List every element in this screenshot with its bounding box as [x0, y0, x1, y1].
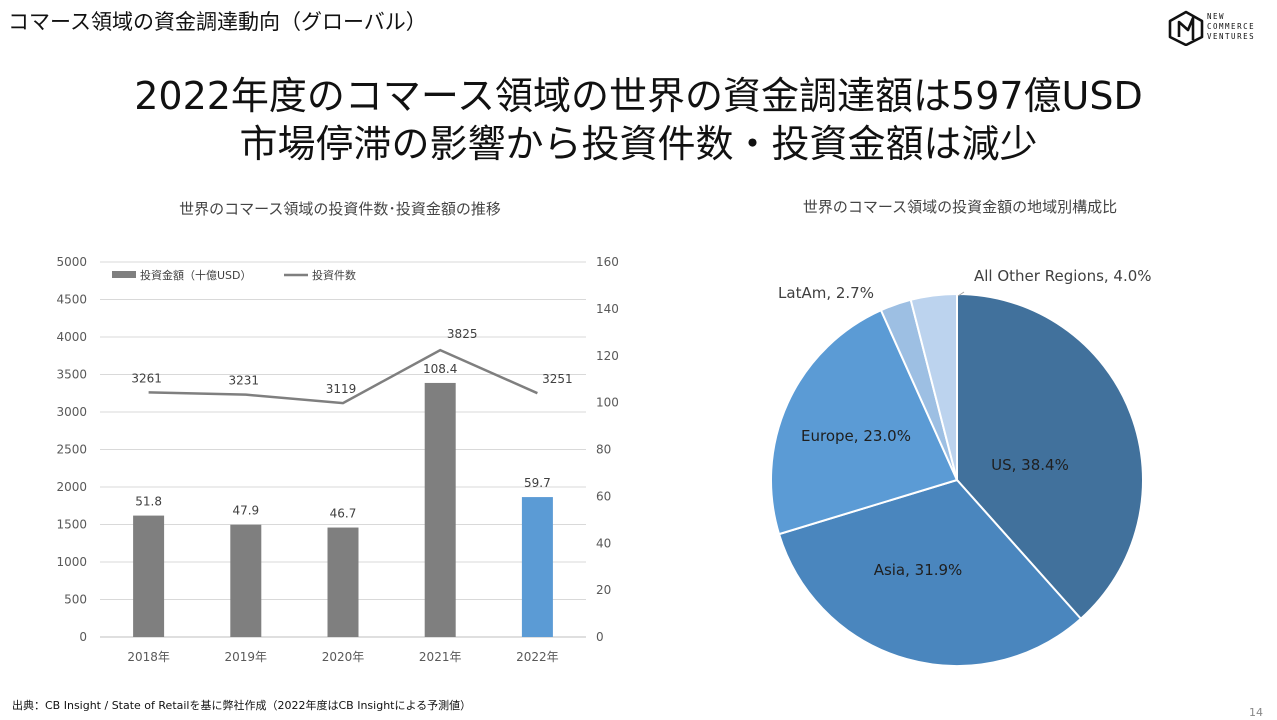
bar-data-label: 51.8: [135, 495, 162, 509]
left-axis-tick-label: 3500: [56, 368, 87, 382]
section-title: コマース領域の資金調達動向（グローバル）: [8, 10, 427, 34]
right-axis-tick-label: 100: [596, 396, 619, 410]
bar: [133, 515, 165, 637]
bar: [230, 524, 262, 637]
logo-text-line: NEW: [1207, 12, 1226, 21]
left-axis-tick-label: 2000: [56, 480, 87, 494]
headline: 2022年度のコマース領域の世界の資金調達額は597億USD 市場停滞の影響から…: [0, 72, 1277, 168]
x-axis-tick-label: 2021年: [419, 650, 462, 664]
right-axis-tick-label: 0: [596, 630, 604, 644]
pie-chart-title: 世界のコマース領域の投資金額の地域別構成比: [802, 198, 1118, 216]
pie-slice: [770, 308, 959, 536]
right-axis-tick-label: 40: [596, 536, 611, 550]
pie-slice: [777, 478, 1083, 667]
page-number: 14: [1249, 706, 1263, 719]
logo-text-line: COMMERCE: [1207, 22, 1256, 31]
bar-data-label: 46.7: [330, 507, 357, 521]
line-data-label: 3825: [447, 327, 478, 341]
bar-data-label: 108.4: [423, 362, 457, 376]
line-data-label: 3119: [326, 382, 357, 396]
bar: [327, 527, 359, 637]
headline-line-2: 市場停滞の影響から投資件数・投資金額は減少: [239, 122, 1038, 166]
source-footnote: 出典：CB Insight / State of Retailを基に弊社作成（2…: [12, 699, 472, 712]
pie-slice-label: LatAm, 2.7%: [778, 284, 874, 302]
left-axis-tick-label: 4000: [56, 330, 87, 344]
pie-chart: US, 38.4% Asia, 31.9% Europe, 23.0% LatAm, …: [770, 267, 1152, 667]
headline-line-1: 2022年度のコマース領域の世界の資金調達額は597億USD: [134, 74, 1143, 118]
right-axis-tick-label: 120: [596, 349, 619, 363]
right-axis-tick-label: 60: [596, 489, 611, 503]
left-axis-tick-label: 1500: [56, 518, 87, 532]
legend-label: 投資件数: [312, 268, 356, 282]
line-data-label: 3251: [542, 372, 573, 386]
left-axis-tick-label: 1000: [56, 555, 87, 569]
left-axis-tick-label: 0: [79, 630, 87, 644]
right-axis-tick-label: 20: [596, 583, 611, 597]
right-axis-tick-label: 160: [596, 255, 619, 269]
right-axis-tick-label: 80: [596, 443, 611, 457]
pie-slice-label: Europe, 23.0%: [801, 427, 911, 445]
logo-mark-icon: [1168, 10, 1204, 46]
legend-label: 投資金額（十億USD）: [140, 268, 252, 282]
series-line: [148, 348, 538, 405]
pie-slice-label: All Other Regions, 4.0%: [974, 267, 1152, 285]
line-data-label: 3261: [131, 371, 162, 385]
pie-slice: [909, 292, 958, 481]
left-axis-tick-label: 500: [64, 593, 87, 607]
logo: [1168, 10, 1204, 46]
bar-chart-title: 世界のコマース領域の投資件数･投資金額の推移: [179, 200, 501, 218]
bar-data-label: 47.9: [232, 504, 259, 518]
left-axis-tick-label: 5000: [56, 255, 87, 269]
pie-slice: [956, 292, 1144, 621]
pie-slice-label: US, 38.4%: [991, 456, 1069, 474]
x-axis-tick-label: 2019年: [225, 650, 268, 664]
x-axis-tick-label: 2020年: [322, 650, 365, 664]
pie-leader-line: [957, 291, 965, 297]
chart-legend: 投資金額（十億USD） 投資件数: [112, 268, 356, 282]
pie-slice-label: Asia, 31.9%: [874, 561, 963, 579]
bar-chart: 0500100015002000250030003500400045005000…: [56, 255, 619, 664]
logo-text: NEW COMMERCE VENTURES: [1207, 12, 1255, 42]
left-axis-tick-label: 4500: [56, 293, 87, 307]
right-axis-tick-label: 140: [596, 302, 619, 316]
line-data-label: 3231: [229, 374, 260, 388]
logo-text-line: VENTURES: [1207, 32, 1256, 41]
legend-swatch-bar: [112, 271, 136, 278]
x-axis-tick-label: 2022年: [516, 650, 559, 664]
left-axis-tick-label: 3000: [56, 405, 87, 419]
left-axis-tick-label: 2500: [56, 443, 87, 457]
x-axis-tick-label: 2018年: [127, 650, 170, 664]
bar-data-label: 59.7: [524, 476, 551, 490]
bar: [521, 497, 553, 637]
bar: [424, 382, 456, 637]
